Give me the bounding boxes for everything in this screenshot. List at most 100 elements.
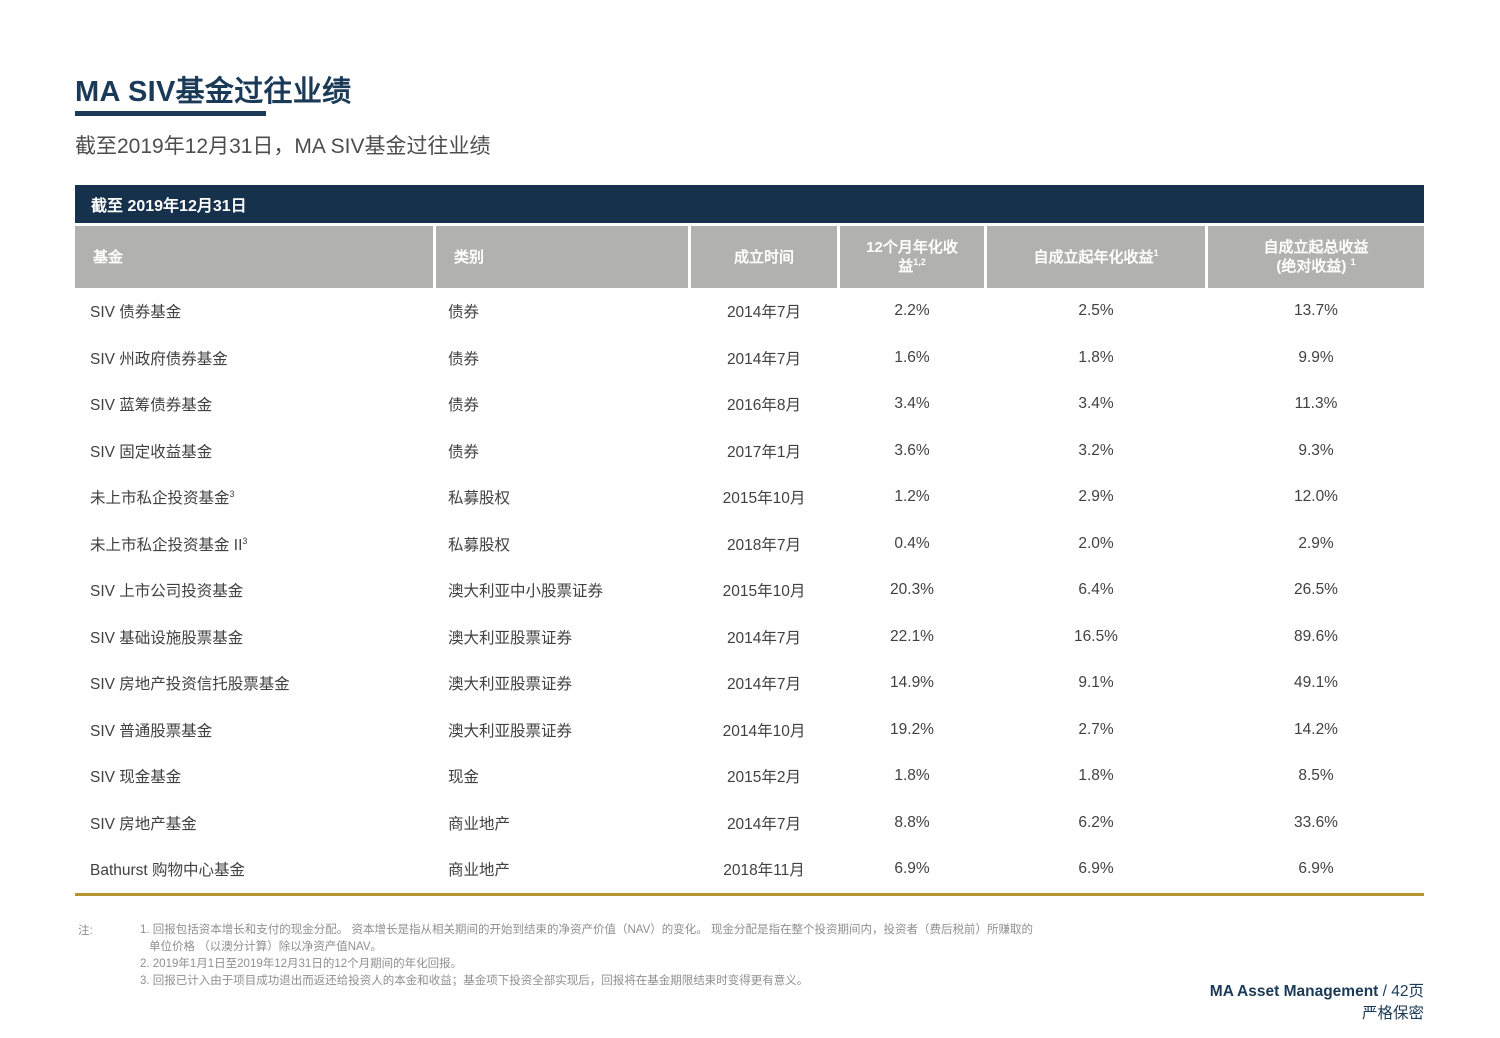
category-cell: 澳大利亚中小股票证券 (448, 583, 604, 601)
category-cell: 澳大利亚股票证券 (448, 722, 573, 740)
table-bottom-rule (75, 892, 1424, 896)
fund-name-cell: SIV 州政府债券基金 (90, 350, 228, 368)
total-return-cell: 89.6% (1294, 627, 1338, 645)
column-header-total-label: 自成立起总收益 (绝对收益) 1 (1263, 239, 1369, 275)
twelve-month-return-cell: 1.8% (894, 767, 930, 785)
confidentiality-notice: 严格保密 (1361, 1005, 1424, 1022)
total-return-cell: 13.7% (1294, 302, 1338, 320)
inception-date-cell: 2014年7月 (726, 629, 802, 647)
column-header-total-since-inception: 自成立起总收益 (绝对收益) 1 (1208, 226, 1424, 288)
category-cell: 私募股权 (448, 536, 511, 554)
table-row: SIV 现金基金 现金 2015年2月 1.8% 1.8% 8.5% (75, 753, 1424, 800)
twelve-month-return-cell: 0.4% (894, 534, 930, 552)
inception-date-cell: 2015年10月 (722, 490, 806, 508)
column-header-inception-label: 成立时间 (733, 248, 794, 266)
table-row: SIV 固定收益基金 债券 2017年1月 3.6% 3.2% 9.3% (75, 428, 1424, 475)
table-row: SIV 债券基金 债券 2014年7月 2.2% 2.5% 13.7% (75, 288, 1424, 335)
twelve-month-return-cell: 1.2% (894, 488, 930, 506)
inception-date-cell: 2016年8月 (726, 397, 802, 415)
category-cell: 澳大利亚股票证券 (448, 676, 573, 694)
table-row: SIV 普通股票基金 澳大利亚股票证券 2014年10月 19.2% 2.7% … (75, 707, 1424, 754)
twelve-month-return-cell: 6.9% (894, 860, 930, 878)
fund-name-cell: SIV 蓝筹债券基金 (90, 397, 213, 415)
annualized-return-cell: 16.5% (1074, 627, 1118, 645)
inception-date-cell: 2015年10月 (722, 583, 806, 601)
inception-date-cell: 2015年2月 (726, 769, 802, 787)
fund-name-cell: SIV 房地产投资信托股票基金 (90, 676, 290, 694)
footnote-1: 1. 回报包括资本增长和支付的现金分配。 资本增长是指从相关期间的开始到结束的净… (140, 924, 1033, 936)
category-cell: 债券 (448, 397, 480, 415)
annualized-return-cell: 6.2% (1078, 813, 1114, 831)
total-return-cell: 14.2% (1294, 720, 1338, 738)
table-row: Bathurst 购物中心基金 商业地产 2018年11月 6.9% 6.9% … (75, 846, 1424, 893)
fund-name-cell: 未上市私企投资基金 II3 (90, 535, 248, 554)
table-banner: 截至 2019年12月31日 (75, 185, 1424, 223)
annualized-return-cell: 1.8% (1078, 348, 1114, 366)
annualized-return-cell: 3.4% (1078, 395, 1114, 413)
table-body: SIV 债券基金 债券 2014年7月 2.2% 2.5% 13.7% SIV … (75, 288, 1424, 893)
annualized-return-cell: 2.7% (1078, 720, 1114, 738)
twelve-month-return-cell: 14.9% (890, 674, 934, 692)
category-cell: 债券 (448, 443, 480, 461)
total-return-cell: 6.9% (1298, 860, 1334, 878)
column-header-category: 类别 (436, 226, 688, 288)
annualized-return-cell: 1.8% (1078, 767, 1114, 785)
table-row: 未上市私企投资基金 II3 私募股权 2018年7月 0.4% 2.0% 2.9… (75, 521, 1424, 568)
annualized-return-cell: 2.5% (1078, 302, 1114, 320)
annualized-return-cell: 6.9% (1078, 860, 1114, 878)
total-return-cell: 49.1% (1294, 674, 1338, 692)
total-return-cell: 2.9% (1298, 534, 1334, 552)
total-return-cell: 8.5% (1298, 767, 1334, 785)
category-cell: 商业地产 (448, 862, 511, 880)
fund-footnote-marker: 3 (229, 489, 235, 500)
page-number: / 42页 (1378, 983, 1424, 1000)
annualized-return-cell: 9.1% (1078, 674, 1114, 692)
table-row: SIV 房地产基金 商业地产 2014年7月 8.8% 6.2% 33.6% (75, 800, 1424, 847)
footnote-2: 2. 2019年1月1日至2019年12月31日的12个月期间的年化回报。 (140, 958, 463, 970)
table-row: SIV 基础设施股票基金 澳大利亚股票证券 2014年7月 22.1% 16.5… (75, 614, 1424, 661)
twelve-month-return-cell: 8.8% (894, 813, 930, 831)
column-header-12m-return-label: 12个月年化收 益1,2 (866, 239, 958, 275)
inception-date-cell: 2014年7月 (726, 350, 802, 368)
column-header-12m-return: 12个月年化收 益1,2 (840, 226, 984, 288)
fund-name-cell: SIV 普通股票基金 (90, 722, 213, 740)
inception-date-cell: 2014年10月 (722, 722, 806, 740)
title-underline (75, 111, 266, 116)
total-return-cell: 9.3% (1298, 441, 1334, 459)
inception-date-cell: 2014年7月 (726, 676, 802, 694)
brand-name: MA Asset Management (1209, 983, 1379, 1000)
table-row: SIV 州政府债券基金 债券 2014年7月 1.6% 1.8% 9.9% (75, 335, 1424, 382)
fund-name-cell: Bathurst 购物中心基金 (90, 862, 246, 880)
category-cell: 现金 (448, 769, 480, 787)
footnote-3: 3. 回报已计入由于项目成功退出而返还给投资人的本金和收益；基金项下投资全部实现… (140, 975, 809, 987)
column-header-total-footnote-marker: 1 (1350, 257, 1356, 267)
twelve-month-return-cell: 20.3% (890, 581, 934, 599)
fund-footnote-marker: 3 (242, 535, 248, 546)
annualized-return-cell: 3.2% (1078, 441, 1114, 459)
fund-name-cell: SIV 基础设施股票基金 (90, 629, 244, 647)
table-header-row: 基金 类别 成立时间 12个月年化收 益1,2 自成立起年化收益1 自成立起总收益… (75, 226, 1424, 288)
column-header-fund-label: 基金 (93, 248, 124, 266)
category-cell: 债券 (448, 350, 480, 368)
table-row: SIV 蓝筹债券基金 债券 2016年8月 3.4% 3.4% 11.3% (75, 381, 1424, 428)
column-header-fund: 基金 (75, 226, 433, 288)
twelve-month-return-cell: 2.2% (894, 302, 930, 320)
page-title: MA SIV基金过往业绩 (75, 76, 352, 108)
annualized-return-cell: 6.4% (1078, 581, 1114, 599)
footnote-1-continued: 单位价格 （以澳分计算）除以净资产值NAV。 (149, 941, 382, 953)
inception-date-cell: 2014年7月 (726, 815, 802, 833)
category-cell: 私募股权 (448, 490, 511, 508)
category-cell: 商业地产 (448, 815, 511, 833)
fund-name-cell: SIV 固定收益基金 (90, 443, 213, 461)
column-header-inception: 成立时间 (691, 226, 837, 288)
twelve-month-return-cell: 3.6% (894, 441, 930, 459)
footnotes: 1. 回报包括资本增长和支付的现金分配。 资本增长是指从相关期间的开始到结束的净… (140, 922, 1200, 990)
table-row: 未上市私企投资基金3 私募股权 2015年10月 1.2% 2.9% 12.0% (75, 474, 1424, 521)
twelve-month-return-cell: 1.6% (894, 348, 930, 366)
category-cell: 债券 (448, 304, 480, 322)
twelve-month-return-cell: 19.2% (890, 720, 934, 738)
column-header-category-label: 类别 (454, 248, 485, 266)
total-return-cell: 9.9% (1298, 348, 1334, 366)
fund-name-cell: 未上市私企投资基金3 (90, 489, 235, 508)
